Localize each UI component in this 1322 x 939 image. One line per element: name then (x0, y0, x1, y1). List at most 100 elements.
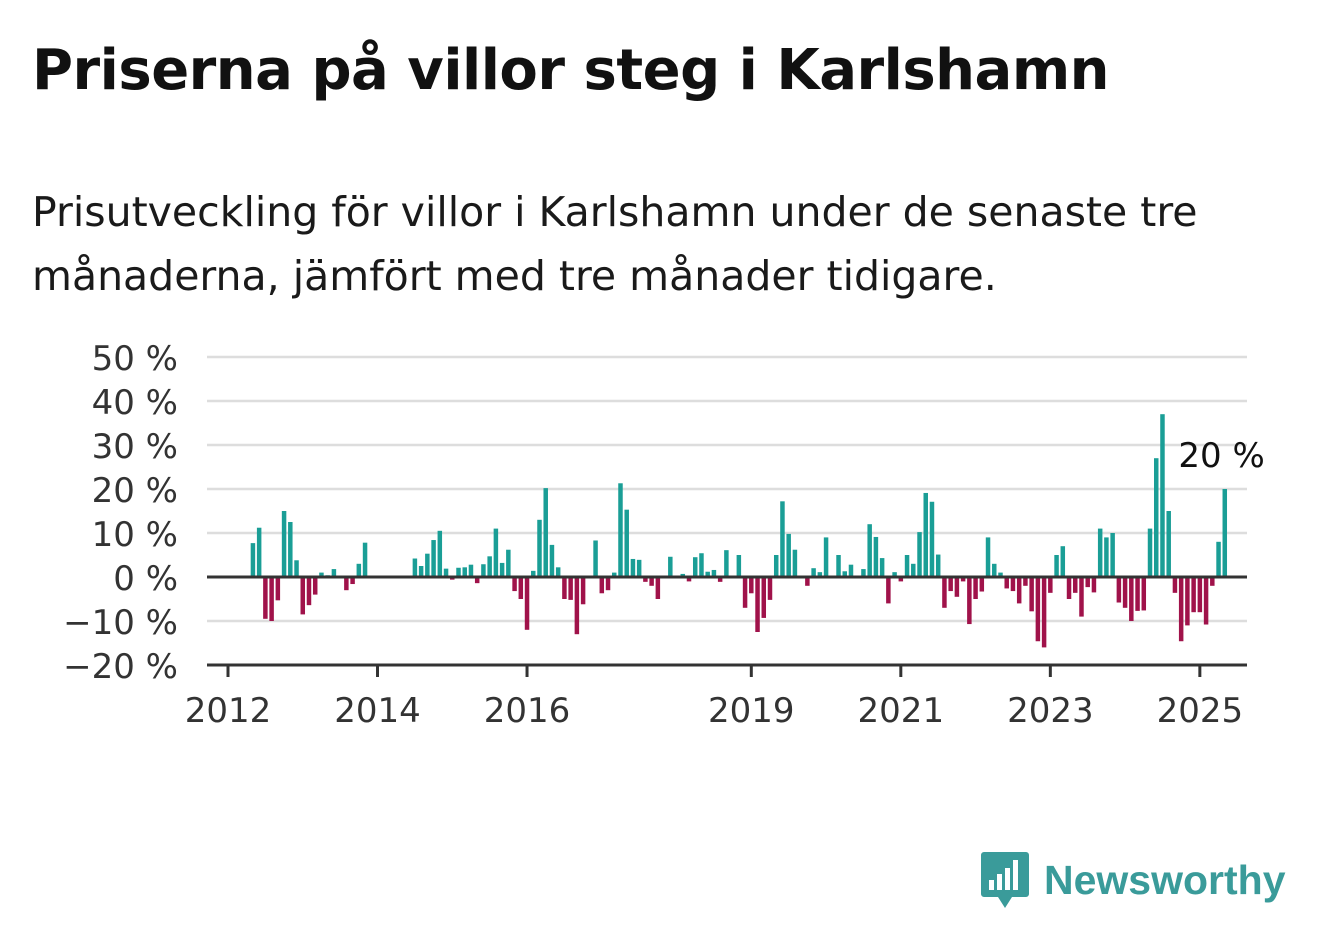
bar (350, 577, 355, 585)
bar (705, 571, 710, 577)
bar (780, 501, 785, 577)
bar (593, 540, 598, 577)
bar (767, 577, 773, 600)
bar (1016, 577, 1022, 604)
bar (1172, 577, 1178, 593)
bar (742, 577, 748, 608)
bar (892, 572, 897, 577)
x-tick-label: 2023 (1007, 691, 1094, 731)
bar (1048, 577, 1053, 593)
bar (549, 544, 555, 577)
bar (1104, 537, 1109, 577)
bar (468, 564, 474, 577)
bar (474, 577, 480, 584)
bar (1129, 577, 1134, 621)
bar (861, 569, 866, 577)
brand-name: Newsworthy (1044, 856, 1286, 903)
x-tick-label: 2021 (858, 691, 945, 731)
bar (736, 555, 742, 577)
bar (431, 540, 436, 577)
bar (512, 577, 517, 592)
bar (281, 511, 287, 577)
bar (929, 501, 935, 577)
bar (624, 509, 629, 577)
bar (1122, 577, 1128, 608)
bar (443, 568, 449, 577)
bar (967, 577, 972, 625)
bar (792, 549, 798, 577)
bar (867, 524, 872, 577)
bar (842, 571, 847, 577)
bar (1041, 577, 1047, 648)
bar (288, 522, 293, 577)
bar (250, 543, 256, 577)
bar (1185, 577, 1190, 626)
bar (1154, 458, 1159, 577)
bar (998, 572, 1003, 577)
bar (717, 577, 723, 582)
bar (985, 537, 991, 577)
bar (643, 577, 648, 582)
bar (686, 577, 692, 582)
bar (1097, 528, 1103, 577)
bar (755, 577, 760, 632)
bar (605, 577, 611, 591)
bar (1147, 528, 1153, 577)
bar (917, 532, 922, 577)
bar (898, 577, 904, 582)
bar (886, 577, 891, 604)
bar (786, 533, 791, 577)
bar (811, 568, 816, 577)
bar (817, 572, 823, 577)
last-value-label: 20 % (1178, 436, 1264, 476)
bar (412, 558, 418, 577)
bar (1135, 577, 1140, 611)
newsworthy-bar-chart-icon (981, 852, 1029, 908)
bar (992, 563, 997, 577)
x-tick-label: 2019 (708, 691, 795, 731)
bar (499, 562, 505, 577)
bar (630, 558, 636, 577)
bar (699, 553, 704, 577)
bar (524, 577, 530, 630)
bar (312, 577, 318, 595)
bar (319, 572, 324, 577)
bar (848, 564, 854, 577)
bar (263, 577, 268, 619)
bar (1191, 577, 1196, 613)
x-tick-label: 2014 (334, 691, 421, 731)
x-tick-label: 2016 (484, 691, 571, 731)
bar (275, 577, 281, 601)
bar (911, 563, 916, 577)
bar (531, 570, 536, 577)
chart-title: Priserna på villor steg i Karlshamn (32, 38, 1110, 103)
bar (923, 492, 928, 577)
bar (1085, 577, 1090, 588)
bar (362, 542, 368, 577)
bar (805, 577, 810, 586)
bar (580, 577, 586, 605)
bar (680, 573, 686, 577)
bar (418, 566, 424, 577)
newsworthy-logo: Newsworthy (980, 850, 1286, 910)
bar (1054, 555, 1059, 577)
bar (1197, 577, 1203, 613)
axes (207, 575, 1247, 677)
bar (256, 527, 262, 577)
bar (749, 577, 754, 594)
bar (331, 569, 337, 577)
bar (568, 577, 573, 600)
bar (1066, 577, 1072, 599)
bar (356, 563, 362, 577)
bar (773, 555, 779, 577)
bar (1060, 546, 1066, 577)
bar (1073, 577, 1078, 593)
bar (1091, 577, 1097, 593)
bar (1216, 541, 1221, 577)
bar (506, 549, 511, 577)
bar (904, 555, 910, 577)
bar (942, 577, 947, 608)
bar (761, 577, 767, 618)
bar (655, 577, 661, 599)
bar (1023, 577, 1028, 586)
